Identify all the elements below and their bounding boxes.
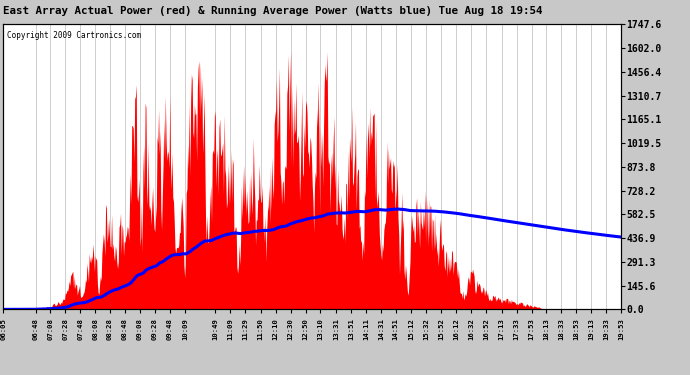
Text: Copyright 2009 Cartronics.com: Copyright 2009 Cartronics.com xyxy=(6,32,141,40)
Text: East Array Actual Power (red) & Running Average Power (Watts blue) Tue Aug 18 19: East Array Actual Power (red) & Running … xyxy=(3,6,543,16)
